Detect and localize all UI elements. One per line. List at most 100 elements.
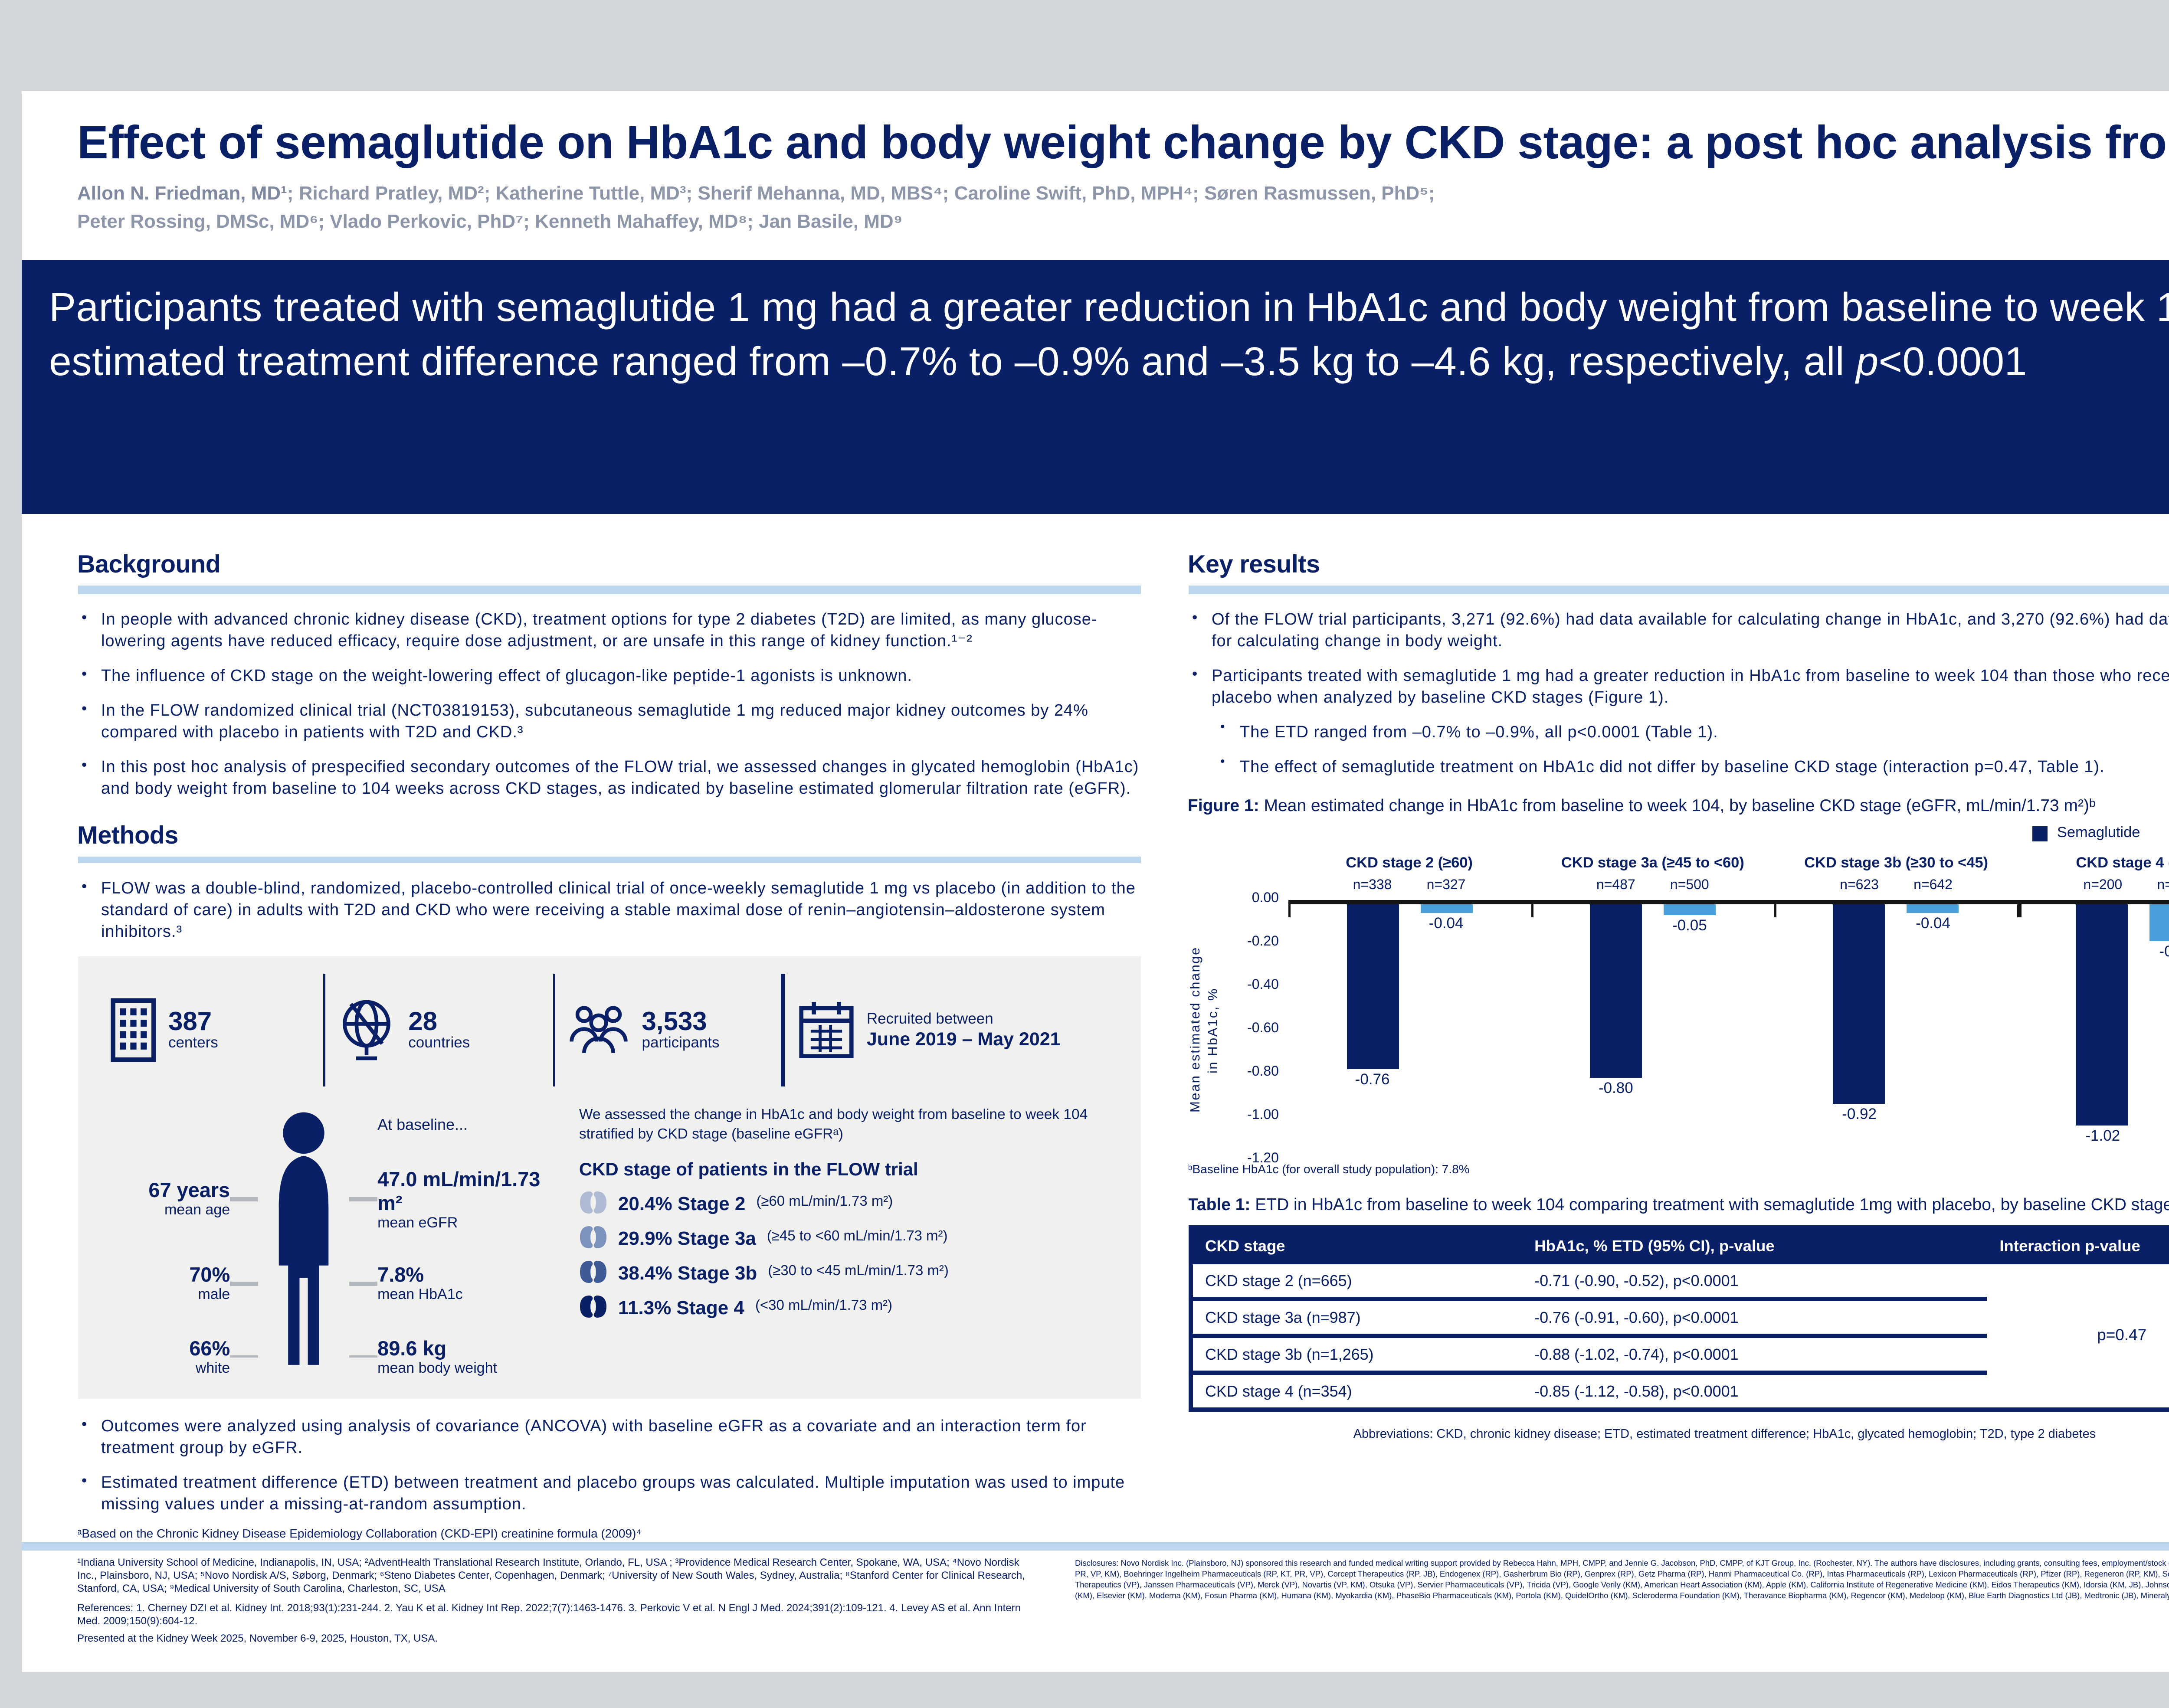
column-key-results: Key results Of the FLOW trial participan… (1187, 542, 2169, 1544)
sub-bullet-item: The ETD ranged from –0.7% to –0.9%, all … (1218, 721, 2169, 743)
connector-line (349, 1355, 378, 1359)
baseline-stat: 66% white (97, 1335, 230, 1376)
stat-value: 28 (408, 1007, 438, 1037)
bar-group: -0.76 -0.04 (1287, 903, 1531, 1160)
connector-line (230, 1355, 259, 1359)
disclosures-text: Disclosures: Novo Nordisk Inc. (Plainsbo… (1075, 1559, 2169, 1601)
y-tick-label: 0.00 (1252, 892, 1279, 907)
building-icon (110, 999, 155, 1063)
bullet-item: In this post hoc analysis of prespecifie… (77, 756, 1140, 799)
bar-semaglutide (2077, 903, 2129, 1125)
y-tick-label: -0.60 (1247, 1022, 1279, 1037)
table-row: CKD stage 3b (n=1,265) -0.88 (-1.02, -0.7… (1189, 1335, 2169, 1375)
bar-placebo (2150, 903, 2169, 941)
group-title: CKD stage 2 (≥60) (1346, 856, 1473, 872)
table-cell: -0.76 (-0.91, -0.60), p<0.0001 (1521, 1299, 1987, 1338)
table-cell: -0.85 (-1.12, -0.58), p<0.0001 (1534, 1381, 1739, 1401)
bullet-item: In the FLOW randomized clinical trial (N… (77, 700, 1140, 743)
poster: Effect of semaglutide on HbA1c and body … (20, 91, 2169, 1672)
table-cell: CKD stage 3a (n=987) (1189, 1299, 1522, 1338)
bar-slot: -1.02 (2077, 903, 2129, 1160)
legend-label: Semaglutide (2057, 826, 2140, 841)
methods-bullets: FLOW was a double-blind, randomized, pla… (77, 879, 1140, 944)
stage-percentage: 20.4% Stage 2 (618, 1191, 746, 1214)
y-axis-ticks: 0.00 -0.20 -0.40 -0.60 -0.80 -1.00 -1.20 (1225, 892, 1288, 1167)
n-semaglutide: n=623 (1840, 877, 1879, 893)
baseline-stat: 67 years mean age (97, 1178, 230, 1219)
baseline-stat: 70% male (97, 1263, 230, 1303)
connector-line (230, 1282, 259, 1286)
stat-centers: 387 centers (97, 998, 323, 1063)
legend-swatch (2033, 826, 2048, 841)
connector-line (349, 1198, 378, 1202)
heading-underline (77, 586, 1140, 593)
stage-egfr-range: (≥45 to <60 mL/min/1.73 m²) (767, 1230, 948, 1245)
section-heading-methods: Methods (77, 823, 178, 850)
stat-label: countries (408, 1037, 470, 1053)
divider (781, 974, 784, 1087)
bullet-item: Participants treated with semaglutide 1 … (1188, 665, 2169, 708)
figure1-caption: Mean estimated change in HbA1c from base… (1259, 795, 2096, 815)
baseline-stat: 47.0 mL/min/1.73 m² mean eGFR (377, 1167, 557, 1230)
heading-underline (1187, 586, 2169, 593)
column-background-methods: Background In people with advanced chron… (77, 542, 1140, 1544)
table-cell: CKD stage 2 (n=665) (1189, 1264, 1522, 1301)
table-header-cell: Interaction p-value (1986, 1227, 2169, 1264)
affiliations-references: ¹Indiana University School of Medicine, … (77, 1559, 1040, 1653)
bar-semaglutide (1589, 903, 1642, 1077)
kidney-icon (580, 1191, 606, 1214)
baseline-row: At baseline... 67 years mean age 47.0 mL/… (97, 1109, 1121, 1382)
disclosures: Disclosures: Novo Nordisk Inc. (Plainsbo… (1075, 1559, 2169, 1653)
group-title: CKD stage 3a (≥45 to <60) (1561, 856, 1744, 872)
authors: Allon N. Friedman, MD¹; Richard Pratley,… (77, 180, 2169, 238)
ckd-stage-row: 20.4% Stage 2 (≥60 mL/min/1.73 m²) (579, 1191, 1121, 1214)
baseline-label: mean body weight (377, 1361, 498, 1376)
figure1-legend: SemaglutidePlacebo (1188, 826, 2169, 841)
recruited-dates: June 2019 – May 2021 (866, 1027, 1061, 1050)
key-results-subbullets: The ETD ranged from –0.7% to –0.9%, all … (1188, 721, 2169, 778)
bullet-item: The influence of CKD stage on the weight… (77, 665, 1140, 687)
at-baseline-label: At baseline... (377, 1115, 468, 1135)
ckd-stage-row: 38.4% Stage 3b (≥30 to <45 mL/min/1.73 m²… (579, 1260, 1121, 1284)
y-tick-label: -0.80 (1247, 1065, 1279, 1081)
footnote-a: ᵃBased on the Chronic Kidney Disease Epi… (77, 1530, 642, 1543)
table-row: CKD stage 3a (n=987) -0.76 (-0.91, -0.60)… (1189, 1299, 2169, 1338)
calendar-icon (798, 1002, 853, 1059)
connector-line (349, 1282, 378, 1286)
banner-tail: <0.0001 (1878, 338, 2027, 384)
bar-placebo (1907, 903, 1959, 913)
methods-analysis-bullets: Outcomes were analyzed using analysis of… (77, 1417, 1140, 1517)
divider (323, 974, 326, 1087)
baseline-stat: 89.6 kg mean body weight (377, 1335, 557, 1376)
stage-egfr-range: (≥30 to <45 mL/min/1.73 m²) (768, 1264, 949, 1280)
bar-slot: -0.04 (1907, 903, 1959, 1160)
bullet-item: FLOW was a double-blind, randomized, pla… (77, 879, 1140, 944)
key-message-banner: Participants treated with semaglutide 1 … (20, 260, 2169, 514)
baseline-value: 7.8% (377, 1262, 424, 1286)
stat-label: participants (642, 1037, 720, 1053)
footer-divider-bar (20, 1542, 2169, 1551)
y-tick-label: -1.20 (1247, 1152, 1279, 1168)
page-title: Effect of semaglutide on HbA1c and body … (77, 117, 2169, 169)
n-semaglutide: n=200 (2083, 877, 2123, 893)
section-heading-key-results: Key results (1187, 553, 1320, 579)
background-bullets: In people with advanced chronic kidney d… (77, 609, 1140, 800)
person-silhouette-icon (278, 1113, 329, 1366)
y-tick-label: -1.00 (1247, 1109, 1279, 1124)
bar-slot: -0.17 (2150, 903, 2169, 1160)
bar-value-label: -0.76 (1355, 1074, 1390, 1090)
ckd-stage-distribution: We assessed the change in HbA1c and body… (579, 1109, 1121, 1382)
ckd-stage-heading: CKD stage of patients in the FLOW trial (579, 1158, 918, 1180)
heading-underline (77, 856, 1140, 864)
ckd-stage-rows: 20.4% Stage 2 (≥60 mL/min/1.73 m²) 29.9% … (579, 1191, 1121, 1319)
bar-value-label: -0.80 (1598, 1083, 1633, 1098)
globe-icon (343, 1001, 391, 1061)
figure1-title: Figure 1: Mean estimated change in HbA1c… (1188, 795, 2169, 817)
table-cell: -0.88 (-1.02, -0.74), p<0.0001 (1521, 1335, 1987, 1375)
table-cell: CKD stage 3b (n=1,265) (1189, 1335, 1522, 1375)
bar-semaglutide (1833, 903, 1886, 1103)
table-cell: -0.71 (-0.90, -0.52), p<0.0001 (1521, 1264, 1987, 1301)
bullet-item: Of the FLOW trial participants, 3,271 (9… (1188, 609, 2169, 652)
bullet-item: Outcomes were analyzed using analysis of… (77, 1417, 1140, 1460)
